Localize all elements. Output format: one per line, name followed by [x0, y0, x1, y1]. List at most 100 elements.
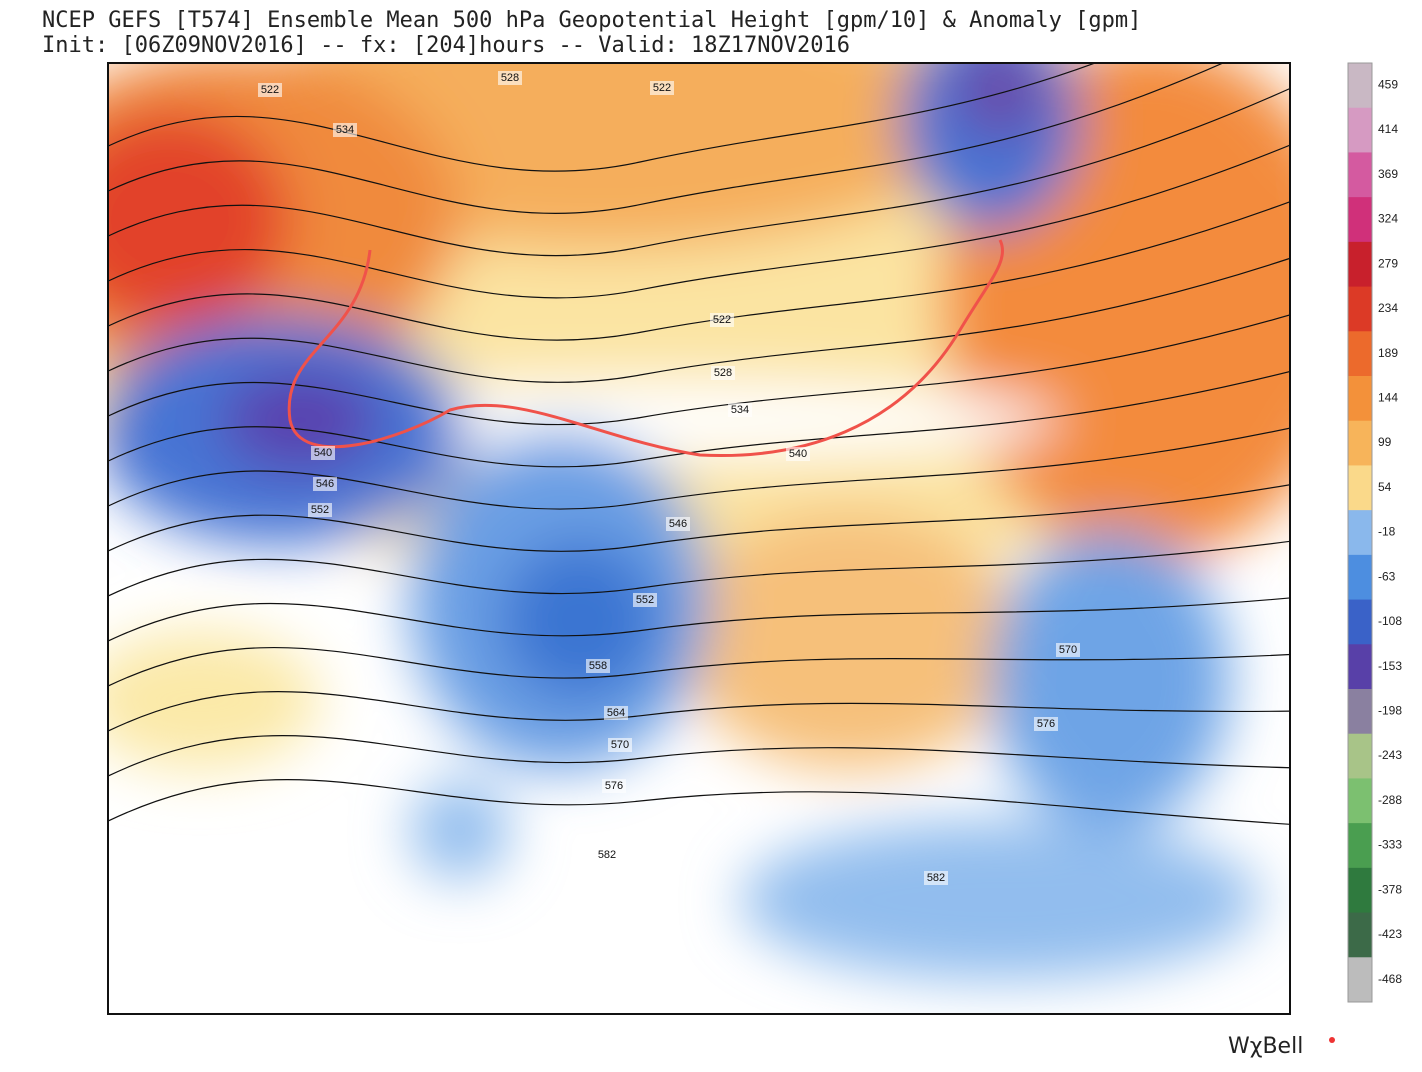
contour-label: 528 — [714, 367, 732, 379]
contour-label-bg — [586, 659, 610, 673]
colorbar-segment — [1348, 554, 1372, 601]
colorbar-segment — [1348, 644, 1372, 690]
contour-label-bg — [710, 313, 734, 327]
contour-label: 570 — [1059, 644, 1077, 656]
contour-label-bg — [604, 706, 628, 720]
colorbar-segment — [1348, 689, 1372, 735]
contour-label: 546 — [669, 518, 687, 530]
contour-label: 522 — [713, 314, 731, 326]
colorbar-tick-label: -18 — [1378, 525, 1396, 539]
colorbar-segment — [1348, 286, 1372, 332]
contour-line — [108, 87, 1290, 257]
contour-label-bg — [1056, 643, 1080, 657]
contour-line — [108, 63, 1225, 214]
colorbar-segment — [1348, 331, 1372, 377]
contour-label-bg — [666, 517, 690, 531]
contour-label: 534 — [336, 124, 354, 136]
contour-label-bg — [498, 71, 522, 85]
colorbar-tick-label: 279 — [1378, 256, 1398, 270]
colorbar-segment — [1348, 197, 1372, 243]
contour-label-bg — [711, 366, 735, 380]
contour-label: 552 — [311, 504, 329, 516]
contour-label: 582 — [927, 872, 945, 884]
contour-label-bg — [308, 503, 332, 517]
colorbar-tick-label: -153 — [1378, 659, 1402, 673]
contour-line — [108, 201, 1290, 341]
colorbar-tick-label: 234 — [1378, 301, 1398, 315]
contour-label-bg — [311, 446, 335, 460]
contour-label: 522 — [261, 84, 279, 96]
colorbar-segment — [1348, 599, 1372, 645]
map-frame — [107, 62, 1291, 1015]
colorbar-segment — [1348, 465, 1372, 511]
contour-label: 540 — [789, 448, 807, 460]
contour-line — [108, 484, 1290, 552]
contour-label: 528 — [501, 72, 519, 84]
contour-line — [108, 427, 1290, 510]
title: NCEP GEFS [T574] Ensemble Mean 500 hPa G… — [42, 8, 1141, 33]
colorbar-tick-label: 189 — [1378, 346, 1398, 360]
contour-label: 576 — [605, 780, 623, 792]
colorbar-tick-label: -468 — [1378, 972, 1402, 986]
colorbar-tick-label: 144 — [1378, 391, 1398, 405]
colorbar-segment — [1348, 912, 1372, 958]
contour-label: 522 — [653, 82, 671, 94]
contour-label: 534 — [731, 404, 749, 416]
contour-line — [108, 779, 1290, 825]
contour-label-bg — [258, 83, 282, 97]
contour-line — [108, 597, 1290, 642]
contour-label: 582 — [598, 849, 616, 861]
colorbar-segment — [1348, 376, 1372, 422]
colorbar-tick-label: -243 — [1378, 748, 1402, 762]
contour-line — [108, 144, 1290, 299]
branding: WχBell — [1228, 1034, 1303, 1059]
contour-label: 540 — [314, 447, 332, 459]
contour-label-bg — [728, 403, 752, 417]
contour-label-bg — [595, 848, 619, 862]
contour-label: 576 — [1037, 718, 1055, 730]
contour-label-bg — [602, 779, 626, 793]
contour-line — [108, 63, 1097, 172]
colorbar-segment — [1348, 957, 1372, 1003]
contour-line — [108, 735, 1290, 777]
colorbar-segment — [1348, 107, 1372, 153]
colorbar-tick-label: -333 — [1378, 838, 1402, 852]
colorbar-tick-label: -198 — [1378, 704, 1402, 718]
colorbar-segment — [1348, 778, 1372, 824]
contour-label-bg — [633, 593, 657, 607]
colorbar-tick-label: 54 — [1378, 480, 1392, 494]
branding-dot — [1329, 1037, 1335, 1043]
contour-label-bg — [1034, 717, 1058, 731]
colorbar-tick-label: 459 — [1378, 78, 1398, 92]
colorbar-tick-label: -108 — [1378, 614, 1402, 628]
contour-label-bg — [650, 81, 674, 95]
contour-label-bg — [333, 123, 357, 137]
colorbar-segment — [1348, 63, 1372, 109]
colorbar-segment — [1348, 241, 1372, 288]
contour-line — [108, 691, 1290, 732]
colorbar-tick-label: -423 — [1378, 927, 1402, 941]
colorbar-segment — [1348, 152, 1372, 198]
contour-label: 570 — [611, 739, 629, 751]
contour-line — [108, 314, 1290, 426]
colorbar-segment — [1348, 823, 1372, 869]
map: 522 528 522 534 540 546 552 522 528 534 540 546 552 5… — [108, 63, 1290, 980]
colorbar-segment — [1348, 510, 1372, 556]
contour-label: 552 — [636, 594, 654, 606]
colorbar-tick-label: 369 — [1378, 167, 1398, 181]
colorbar-frame — [1347, 62, 1373, 1003]
colorbar-tick-label: 324 — [1378, 212, 1398, 226]
contour-label-bg — [608, 738, 632, 752]
colorbar-tick-label: -63 — [1378, 569, 1396, 583]
contour-label: 558 — [589, 660, 607, 672]
colorbar-tick-label: 99 — [1378, 435, 1392, 449]
colorbar-segment — [1348, 420, 1372, 466]
colorbar-tick-label: -378 — [1378, 882, 1402, 896]
colorbar-tick-label: -288 — [1378, 793, 1402, 807]
contour-label-bg — [786, 447, 810, 461]
colorbar-tick-label: 414 — [1378, 122, 1398, 136]
colorbar-segment — [1348, 867, 1372, 914]
subtitle: Init: [06Z09NOV2016] -- fx: [204]hours -… — [42, 33, 850, 58]
contour-line — [108, 646, 1290, 687]
